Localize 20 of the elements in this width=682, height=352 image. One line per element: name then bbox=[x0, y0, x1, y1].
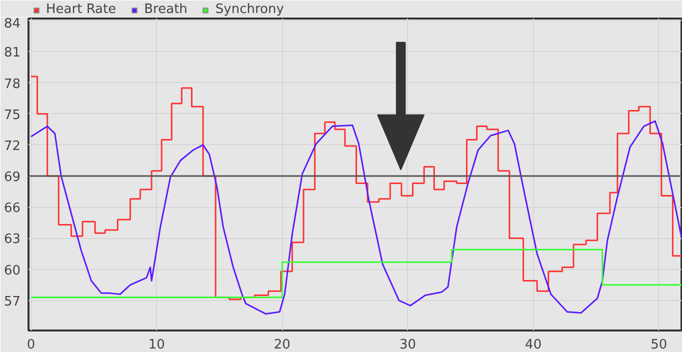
y-tick-label: 69 bbox=[4, 170, 21, 186]
y-tick-label: 78 bbox=[4, 76, 21, 92]
legend-label: Synchrony bbox=[215, 2, 284, 17]
x-tick-label: 40 bbox=[525, 338, 542, 352]
y-tick-label: 63 bbox=[4, 232, 21, 248]
x-tick-label: 50 bbox=[650, 338, 668, 352]
y-tick-label: 66 bbox=[4, 201, 21, 216]
y-tick-label: 75 bbox=[4, 108, 21, 123]
legend-label: Heart Rate bbox=[46, 2, 116, 17]
y-tick-label: 81 bbox=[4, 46, 21, 61]
y-tick-label: 72 bbox=[4, 138, 21, 154]
y-tick-label: 60 bbox=[4, 263, 21, 278]
line-series bbox=[30, 120, 682, 315]
x-tick-label: 20 bbox=[274, 338, 290, 352]
y-tick-label: 57 bbox=[4, 294, 21, 310]
x-tick-label: 10 bbox=[148, 338, 165, 352]
x-tick-label: 30 bbox=[399, 338, 416, 352]
legend-label: Breath bbox=[144, 2, 188, 17]
y-tick-label: 84 bbox=[4, 16, 21, 32]
x-tick-label: 0 bbox=[26, 338, 36, 352]
